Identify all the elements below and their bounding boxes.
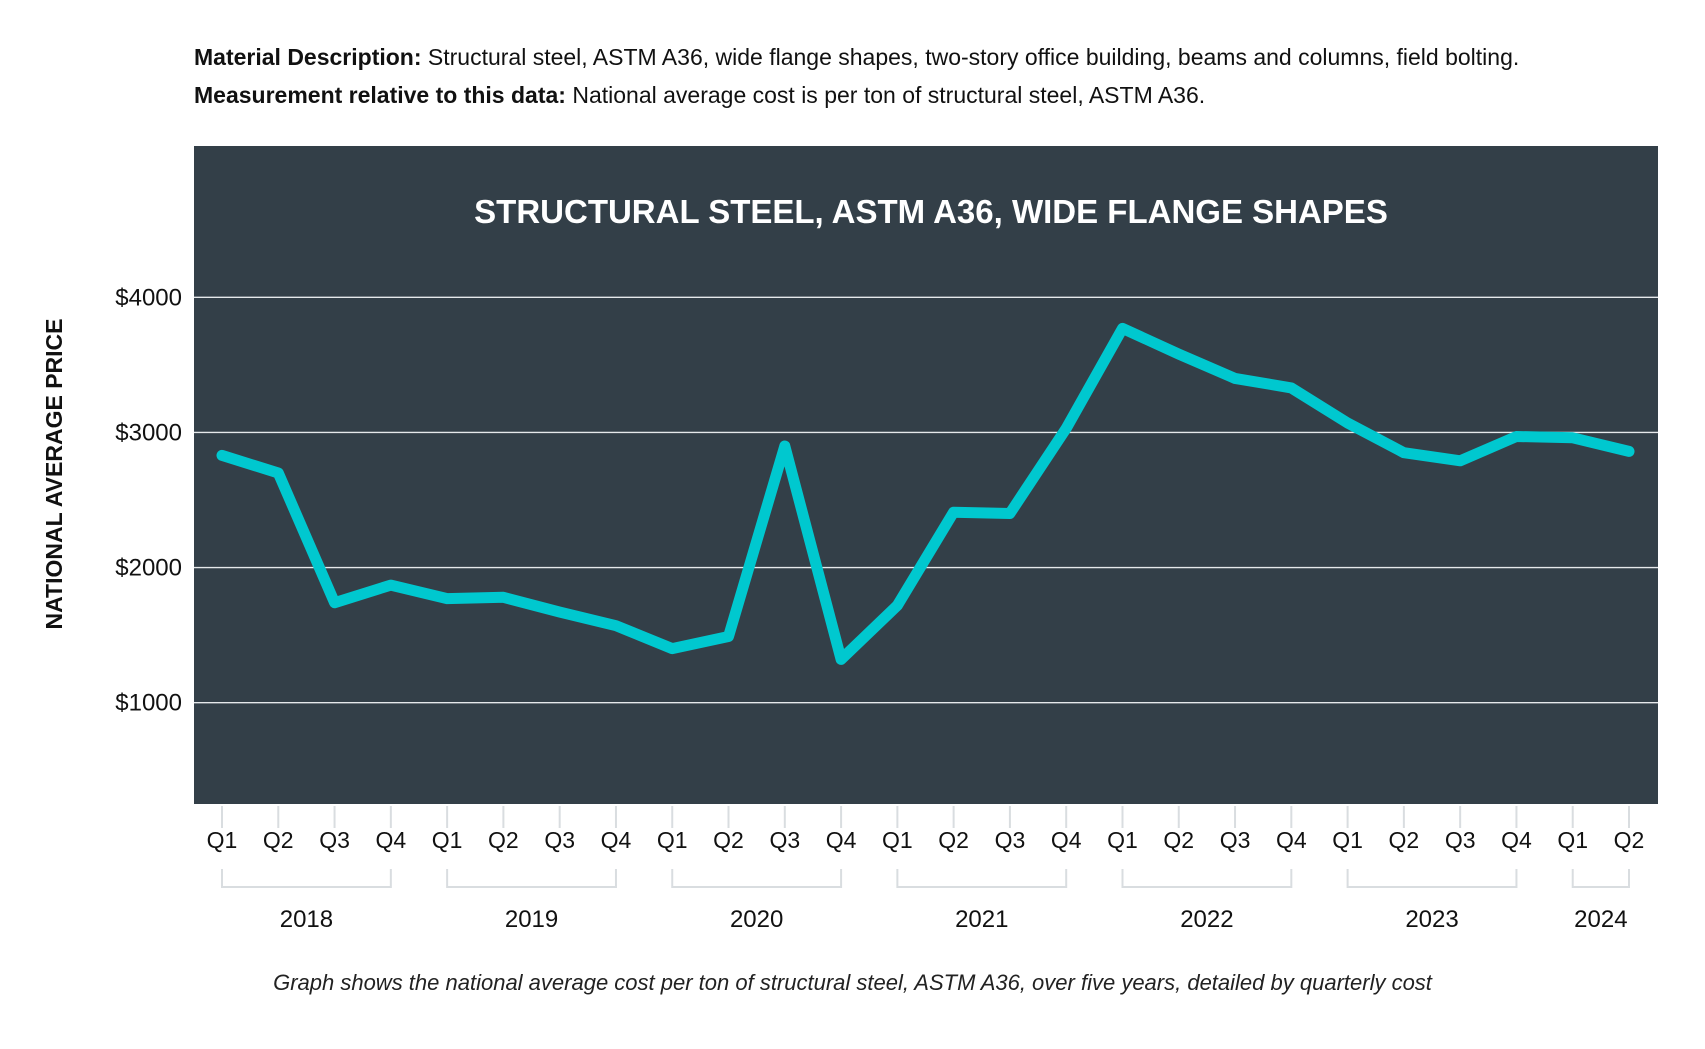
year-label: 2022 (1180, 906, 1233, 933)
data-point (1403, 452, 1405, 454)
year-bracket (1571, 869, 1630, 888)
x-tick-label: Q1 (1332, 827, 1363, 853)
data-point (334, 602, 336, 604)
year-label: 2024 (1574, 906, 1627, 933)
x-axis: Q1 Q2 Q3 Q4 Q1 Q2 Q3 Q4 Q1 Q2 Q3 Q4 Q1 Q2 Q3 Q4 Q1 Q2 Q3 Q4… (207, 806, 1645, 933)
x-tick-label: Q4 (1501, 827, 1532, 853)
series-line (216, 322, 1635, 665)
material-description-label: Material Description: (194, 44, 422, 70)
year-bracket (446, 869, 617, 888)
x-tick-label: Q2 (1389, 827, 1420, 853)
x-tick-label: Q4 (826, 827, 857, 853)
x-tick-label: Q4 (1051, 827, 1082, 853)
x-tick-label: Q2 (938, 827, 969, 853)
x-tick-label: Q2 (1163, 827, 1194, 853)
x-tick-label: Q3 (1220, 827, 1251, 853)
x-tick-label: Q1 (432, 827, 463, 853)
x-tick-label: Q3 (319, 827, 350, 853)
data-point (446, 598, 448, 600)
data-point (221, 454, 223, 456)
x-tick-label: Q1 (1107, 827, 1138, 853)
y-axis-label: NATIONAL AVERAGE PRICE (41, 319, 67, 630)
data-point (840, 658, 842, 660)
x-tick-label: Q2 (1614, 827, 1645, 853)
data-point (1009, 513, 1011, 515)
x-tick-label: Q1 (207, 827, 238, 853)
x-tick-label: Q2 (713, 827, 744, 853)
data-point (502, 596, 504, 598)
data-point (953, 511, 955, 513)
y-tick-label: $2000 (115, 555, 182, 582)
material-description-line: Material Description: Structural steel, … (194, 38, 1674, 76)
data-point (1290, 387, 1292, 389)
y-tick-label: $4000 (115, 284, 182, 311)
data-point (1178, 353, 1180, 355)
measurement-text: National average cost is per ton of stru… (572, 82, 1206, 108)
year-bracket (896, 869, 1068, 888)
year-bracket (1346, 869, 1518, 888)
measurement-line: Measurement relative to this data: Natio… (194, 76, 1674, 114)
material-description-text: Structural steel, ASTM A36, wide flange … (427, 44, 1520, 70)
chart-caption: Graph shows the national average cost pe… (273, 970, 1432, 995)
year-bracket (671, 869, 843, 888)
data-point (1065, 427, 1067, 429)
x-tick-label: Q1 (882, 827, 913, 853)
price-series (216, 322, 1635, 665)
x-tick-label: Q3 (544, 827, 575, 853)
y-tick-label: $3000 (115, 419, 182, 446)
x-tick-label: Q4 (375, 827, 406, 853)
data-point (1572, 437, 1574, 439)
data-point (784, 445, 786, 447)
x-tick-label: Q1 (657, 827, 688, 853)
year-bracket (221, 869, 392, 888)
data-point (1628, 450, 1630, 452)
data-point (390, 584, 392, 586)
x-tick-label: Q2 (488, 827, 519, 853)
measurement-label: Measurement relative to this data: (194, 82, 566, 108)
data-point (1459, 460, 1461, 462)
x-tick-label: Q4 (1276, 827, 1307, 853)
data-point (1515, 435, 1517, 437)
x-tick-label: Q4 (601, 827, 632, 853)
y-tick-label: $1000 (115, 690, 182, 717)
data-point (277, 472, 279, 474)
year-label: 2023 (1405, 906, 1458, 933)
x-tick-label: Q3 (995, 827, 1026, 853)
x-tick-label: Q2 (263, 827, 294, 853)
data-point (1121, 327, 1123, 329)
data-point (559, 611, 561, 613)
x-tick-label: Q1 (1557, 827, 1588, 853)
data-point (615, 625, 617, 627)
data-point (1234, 377, 1236, 379)
data-point (1347, 422, 1349, 424)
y-axis-tick-labels: $1000 $2000 $3000 $4000 (115, 284, 182, 716)
x-tick-label: Q3 (769, 827, 800, 853)
year-label: 2018 (280, 906, 333, 933)
data-point (671, 648, 673, 650)
year-label: 2019 (505, 906, 558, 933)
chart-panel (194, 146, 1658, 804)
chart-title: STRUCTURAL STEEL, ASTM A36, WIDE FLANGE … (474, 193, 1388, 230)
year-label: 2020 (730, 906, 783, 933)
chart-description: Material Description: Structural steel, … (194, 38, 1674, 114)
year-label: 2021 (955, 906, 1008, 933)
year-bracket (1121, 869, 1293, 888)
data-point (896, 604, 898, 606)
data-point (728, 635, 730, 637)
x-tick-label: Q3 (1445, 827, 1476, 853)
